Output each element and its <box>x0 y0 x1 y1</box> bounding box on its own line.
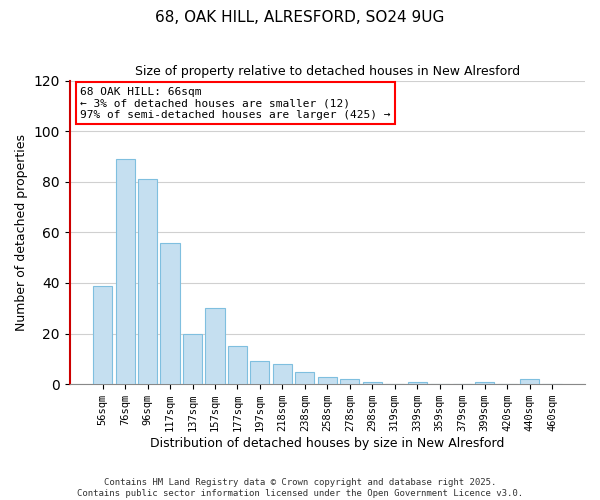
Bar <box>407 382 427 384</box>
Bar <box>160 242 179 384</box>
Bar <box>475 382 494 384</box>
Bar <box>138 179 157 384</box>
X-axis label: Distribution of detached houses by size in New Alresford: Distribution of detached houses by size … <box>150 437 505 450</box>
Y-axis label: Number of detached properties: Number of detached properties <box>15 134 28 331</box>
Bar <box>295 372 314 384</box>
Bar <box>250 362 269 384</box>
Text: 68, OAK HILL, ALRESFORD, SO24 9UG: 68, OAK HILL, ALRESFORD, SO24 9UG <box>155 10 445 25</box>
Bar <box>273 364 292 384</box>
Text: Contains HM Land Registry data © Crown copyright and database right 2025.
Contai: Contains HM Land Registry data © Crown c… <box>77 478 523 498</box>
Bar <box>228 346 247 384</box>
Bar <box>363 382 382 384</box>
Bar <box>183 334 202 384</box>
Bar <box>520 379 539 384</box>
Bar <box>340 379 359 384</box>
Bar <box>318 376 337 384</box>
Bar <box>116 159 134 384</box>
Bar <box>205 308 224 384</box>
Bar <box>93 286 112 384</box>
Title: Size of property relative to detached houses in New Alresford: Size of property relative to detached ho… <box>135 65 520 78</box>
Text: 68 OAK HILL: 66sqm
← 3% of detached houses are smaller (12)
97% of semi-detached: 68 OAK HILL: 66sqm ← 3% of detached hous… <box>80 86 391 120</box>
